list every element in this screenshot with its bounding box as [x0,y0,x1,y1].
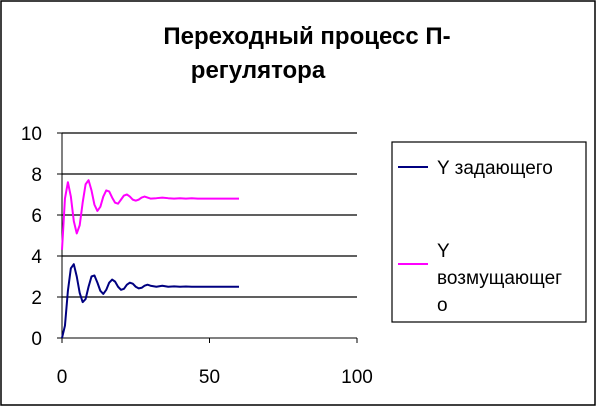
y-tick-label: 6 [31,206,42,227]
legend-label-1: о [437,295,448,316]
series-line-0 [61,263,239,339]
plot-area: 0 2 4 6 8 10 0 50 100 [21,124,373,388]
y-tick-label: 8 [31,165,42,186]
series-line-1 [61,179,239,250]
x-tick-labels: 0 50 100 [57,367,373,388]
y-tick-label: 10 [21,124,42,145]
legend-label-1: возмущающег [437,268,562,289]
y-tick-label: 4 [31,247,42,268]
tick-marks [57,132,358,343]
x-tick-label: 100 [341,367,373,388]
series-group [61,179,239,339]
chart-title-line-2: регулятора [191,57,326,84]
y-tick-label: 2 [31,288,42,309]
legend-label-0: Y задающего [437,158,553,179]
y-tick-label: 0 [31,329,42,350]
chart-title-line-1: Переходный процесс П- [163,23,450,50]
grid-lines [62,132,357,298]
y-tick-labels: 0 2 4 6 8 10 [21,124,43,350]
legend-label-1: Y [437,241,450,262]
x-tick-label: 0 [57,367,68,388]
legend-box [391,141,587,323]
x-tick-label: 50 [199,367,220,388]
